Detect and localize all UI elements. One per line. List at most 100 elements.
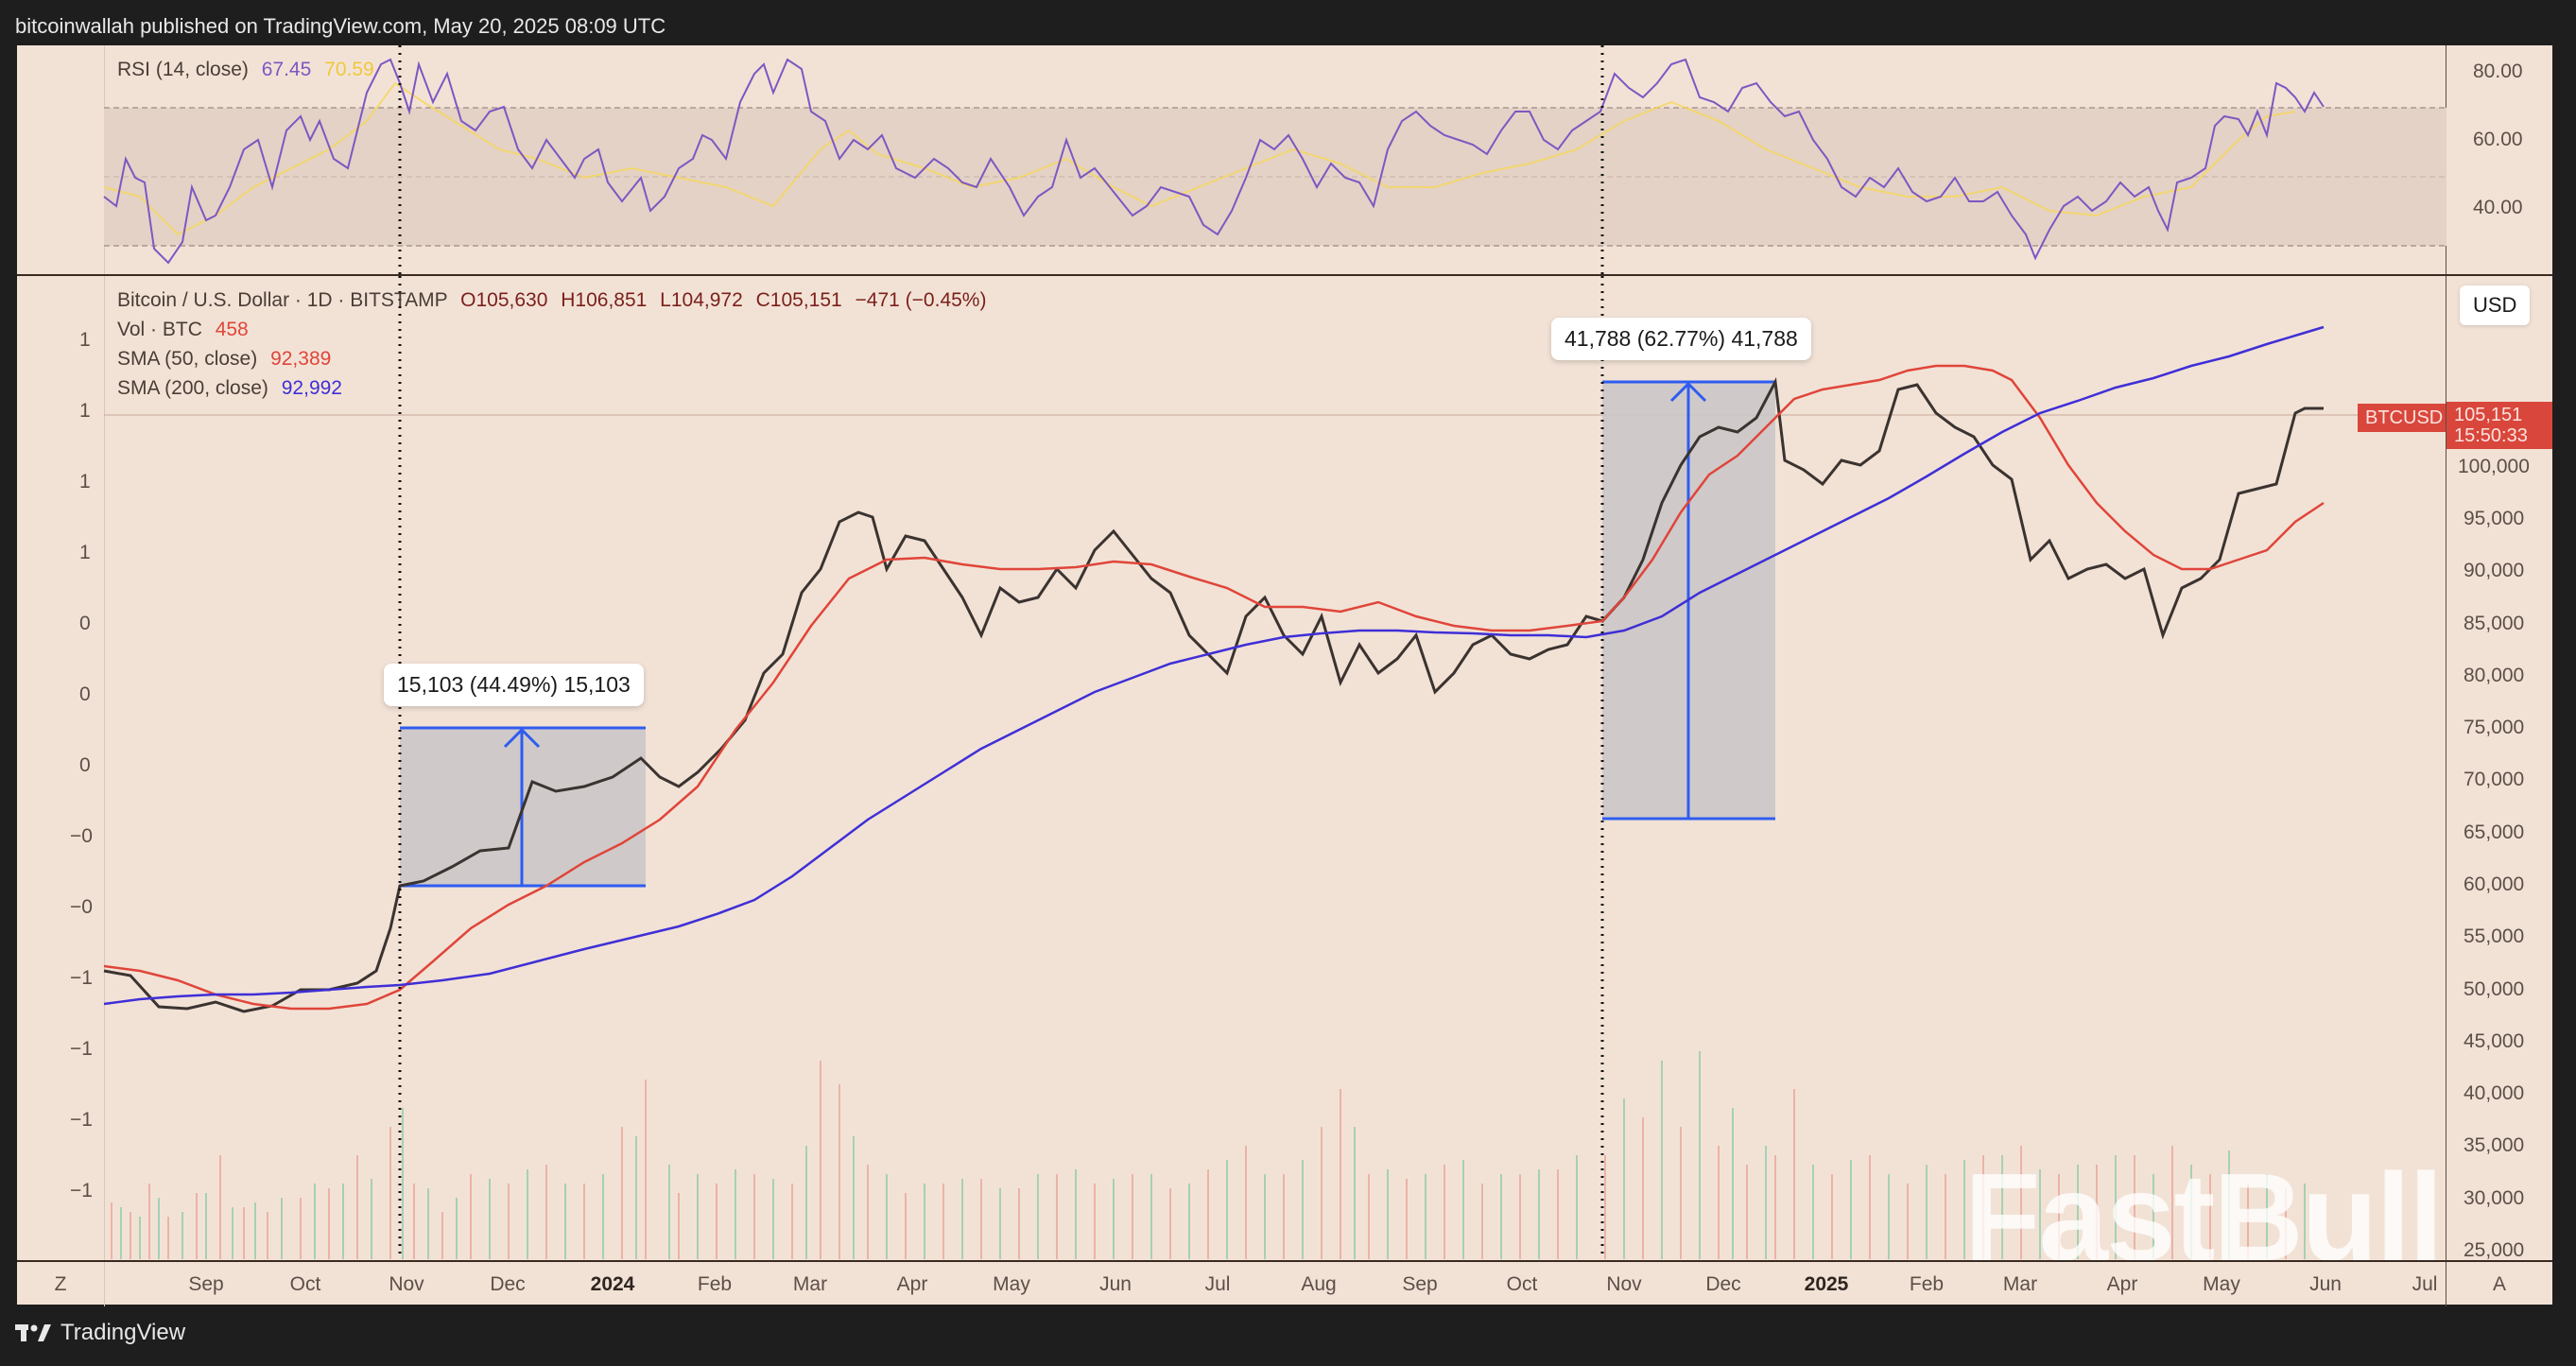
price-tick: 40,000 [2464,1082,2525,1104]
rsi-tick-40: 40.00 [2473,197,2523,218]
auto-scale-button[interactable]: A [2492,1273,2507,1295]
rsi-label: RSI (14, close) [117,59,249,80]
price-pane[interactable]: 1 1 1 1 0 0 0 −0 −0 −1 −1 −1 −1 [17,276,2552,1306]
symbol-price-tag: BTCUSD [2358,404,2451,432]
time-label: Nov [389,1273,424,1295]
time-label: Jul [2412,1273,2438,1295]
left-tick: −1 [70,1038,93,1060]
price-tick: 60,000 [2464,873,2525,895]
time-label: May [993,1273,1030,1295]
time-label: Jun [2309,1273,2342,1295]
ohlc-low: L104,972 [660,289,743,311]
rsi-right-axis[interactable]: 80.00 60.00 40.00 [2446,45,2552,274]
rsi-tick-60: 60.00 [2473,129,2523,150]
measure-label-1[interactable]: 15,103 (44.49%) 15,103 [384,664,644,706]
symbol-title: Bitcoin / U.S. Dollar · 1D · BITSTAMP [117,289,448,311]
measure-label-2[interactable]: 41,788 (62.77%) 41,788 [1551,318,1811,360]
ohlc-high: H106,851 [561,289,648,311]
price-tick: 50,000 [2464,978,2525,1000]
time-label-year: 2025 [1804,1273,1849,1295]
rsi-tick-80: 80.00 [2473,61,2523,82]
last-price-tag: 105,151 15:50:33 [2446,402,2552,449]
price-tick: 55,000 [2464,925,2525,947]
price-tick: 70,000 [2464,769,2525,790]
time-label: Oct [289,1273,321,1295]
auto-scale-cell: A [2446,1262,2552,1306]
sma50-legend[interactable]: SMA (50, close) 92,389 [117,348,331,371]
sma50-value: 92,389 [270,348,332,370]
chart-frame: 80.00 60.00 40.00 RSI (14, close) 67.45 … [17,45,2552,1306]
sma200-label: SMA (200, close) [117,377,268,399]
sma50-label: SMA (50, close) [117,348,258,370]
sma200-legend[interactable]: SMA (200, close) 92,992 [117,377,342,400]
price-tick: 95,000 [2464,508,2525,529]
tradingview-logo-icon [15,1324,51,1341]
sma200-value: 92,992 [281,377,342,399]
left-tick: −0 [70,896,93,918]
symbol-legend[interactable]: Bitcoin / U.S. Dollar · 1D · BITSTAMP O1… [117,289,986,312]
time-label: Aug [1301,1273,1337,1295]
volume-label: Vol · BTC [117,319,202,340]
volume-legend[interactable]: Vol · BTC 458 [117,319,249,341]
price-tick: 35,000 [2464,1134,2525,1156]
time-label: Jun [1099,1273,1132,1295]
time-label: Mar [792,1273,828,1295]
log-toggle-cell: Z [17,1262,105,1306]
rsi-ma-value: 70.59 [324,59,374,80]
left-tick: 1 [79,542,91,563]
left-tick: 0 [79,754,91,776]
left-tick: −1 [70,1109,93,1131]
ohlc-change: −471 (−0.45%) [855,289,987,311]
price-plot [103,276,2446,1259]
price-tick: 65,000 [2464,821,2525,843]
left-tick: −1 [70,1180,93,1202]
currency-button[interactable]: USD [2460,285,2531,325]
time-label: Sep [188,1273,224,1295]
time-label: Mar [2002,1273,2038,1295]
left-tick: 1 [79,471,91,493]
left-tick: 1 [79,400,91,422]
price-tick: 90,000 [2464,560,2525,581]
price-tick: 25,000 [2464,1239,2525,1261]
price-right-axis[interactable]: USD 105,151 15:50:33 100,000 95,000 90,0… [2446,276,2552,1306]
price-tick: 45,000 [2464,1030,2525,1052]
price-tick: 75,000 [2464,717,2525,738]
time-label-year: 2024 [590,1273,635,1295]
footer-brand-label: TradingView [61,1320,186,1345]
publish-header: bitcoinwallah published on TradingView.c… [0,0,2576,45]
last-price: 105,151 [2454,405,2523,425]
price-left-axis[interactable]: 1 1 1 1 0 0 0 −0 −0 −1 −1 −1 −1 [17,276,105,1306]
volume-value: 458 [215,319,249,340]
time-axis[interactable]: Z Sep Oct Nov Dec 2024 Feb Mar Apr May J… [17,1260,2552,1306]
left-tick: −0 [70,825,93,847]
left-tick: 1 [79,329,91,351]
rsi-pane[interactable]: 80.00 60.00 40.00 RSI (14, close) 67.45 … [17,45,2552,276]
time-label: Nov [1606,1273,1642,1295]
footer-brand[interactable]: TradingView [15,1320,185,1346]
price-tick: 85,000 [2464,613,2525,634]
time-label: Apr [896,1273,928,1295]
time-label: Apr [2106,1273,2138,1295]
price-tick: 100,000 [2458,456,2530,477]
time-label: Dec [490,1273,526,1295]
rsi-value: 67.45 [261,59,312,80]
rsi-plot [103,45,2446,274]
ohlc-open: O105,630 [460,289,548,311]
time-label: Feb [697,1273,733,1295]
time-label: Oct [1506,1273,1538,1295]
time-label: Feb [1909,1273,1945,1295]
left-tick: −1 [70,967,93,989]
price-tick: 30,000 [2464,1187,2525,1209]
time-label: Sep [1402,1273,1438,1295]
time-label: Dec [1705,1273,1741,1295]
left-tick: 0 [79,683,91,705]
rsi-legend[interactable]: RSI (14, close) 67.45 70.59 [117,59,374,81]
scale-z-button[interactable]: Z [54,1273,67,1295]
time-label: Jul [1204,1273,1231,1295]
watermark: FastBull [1964,1148,2444,1287]
ohlc-close: C105,151 [755,289,842,311]
price-tick: 80,000 [2464,665,2525,686]
bar-countdown: 15:50:33 [2454,425,2528,446]
time-label: May [2203,1273,2240,1295]
left-tick: 0 [79,613,91,634]
